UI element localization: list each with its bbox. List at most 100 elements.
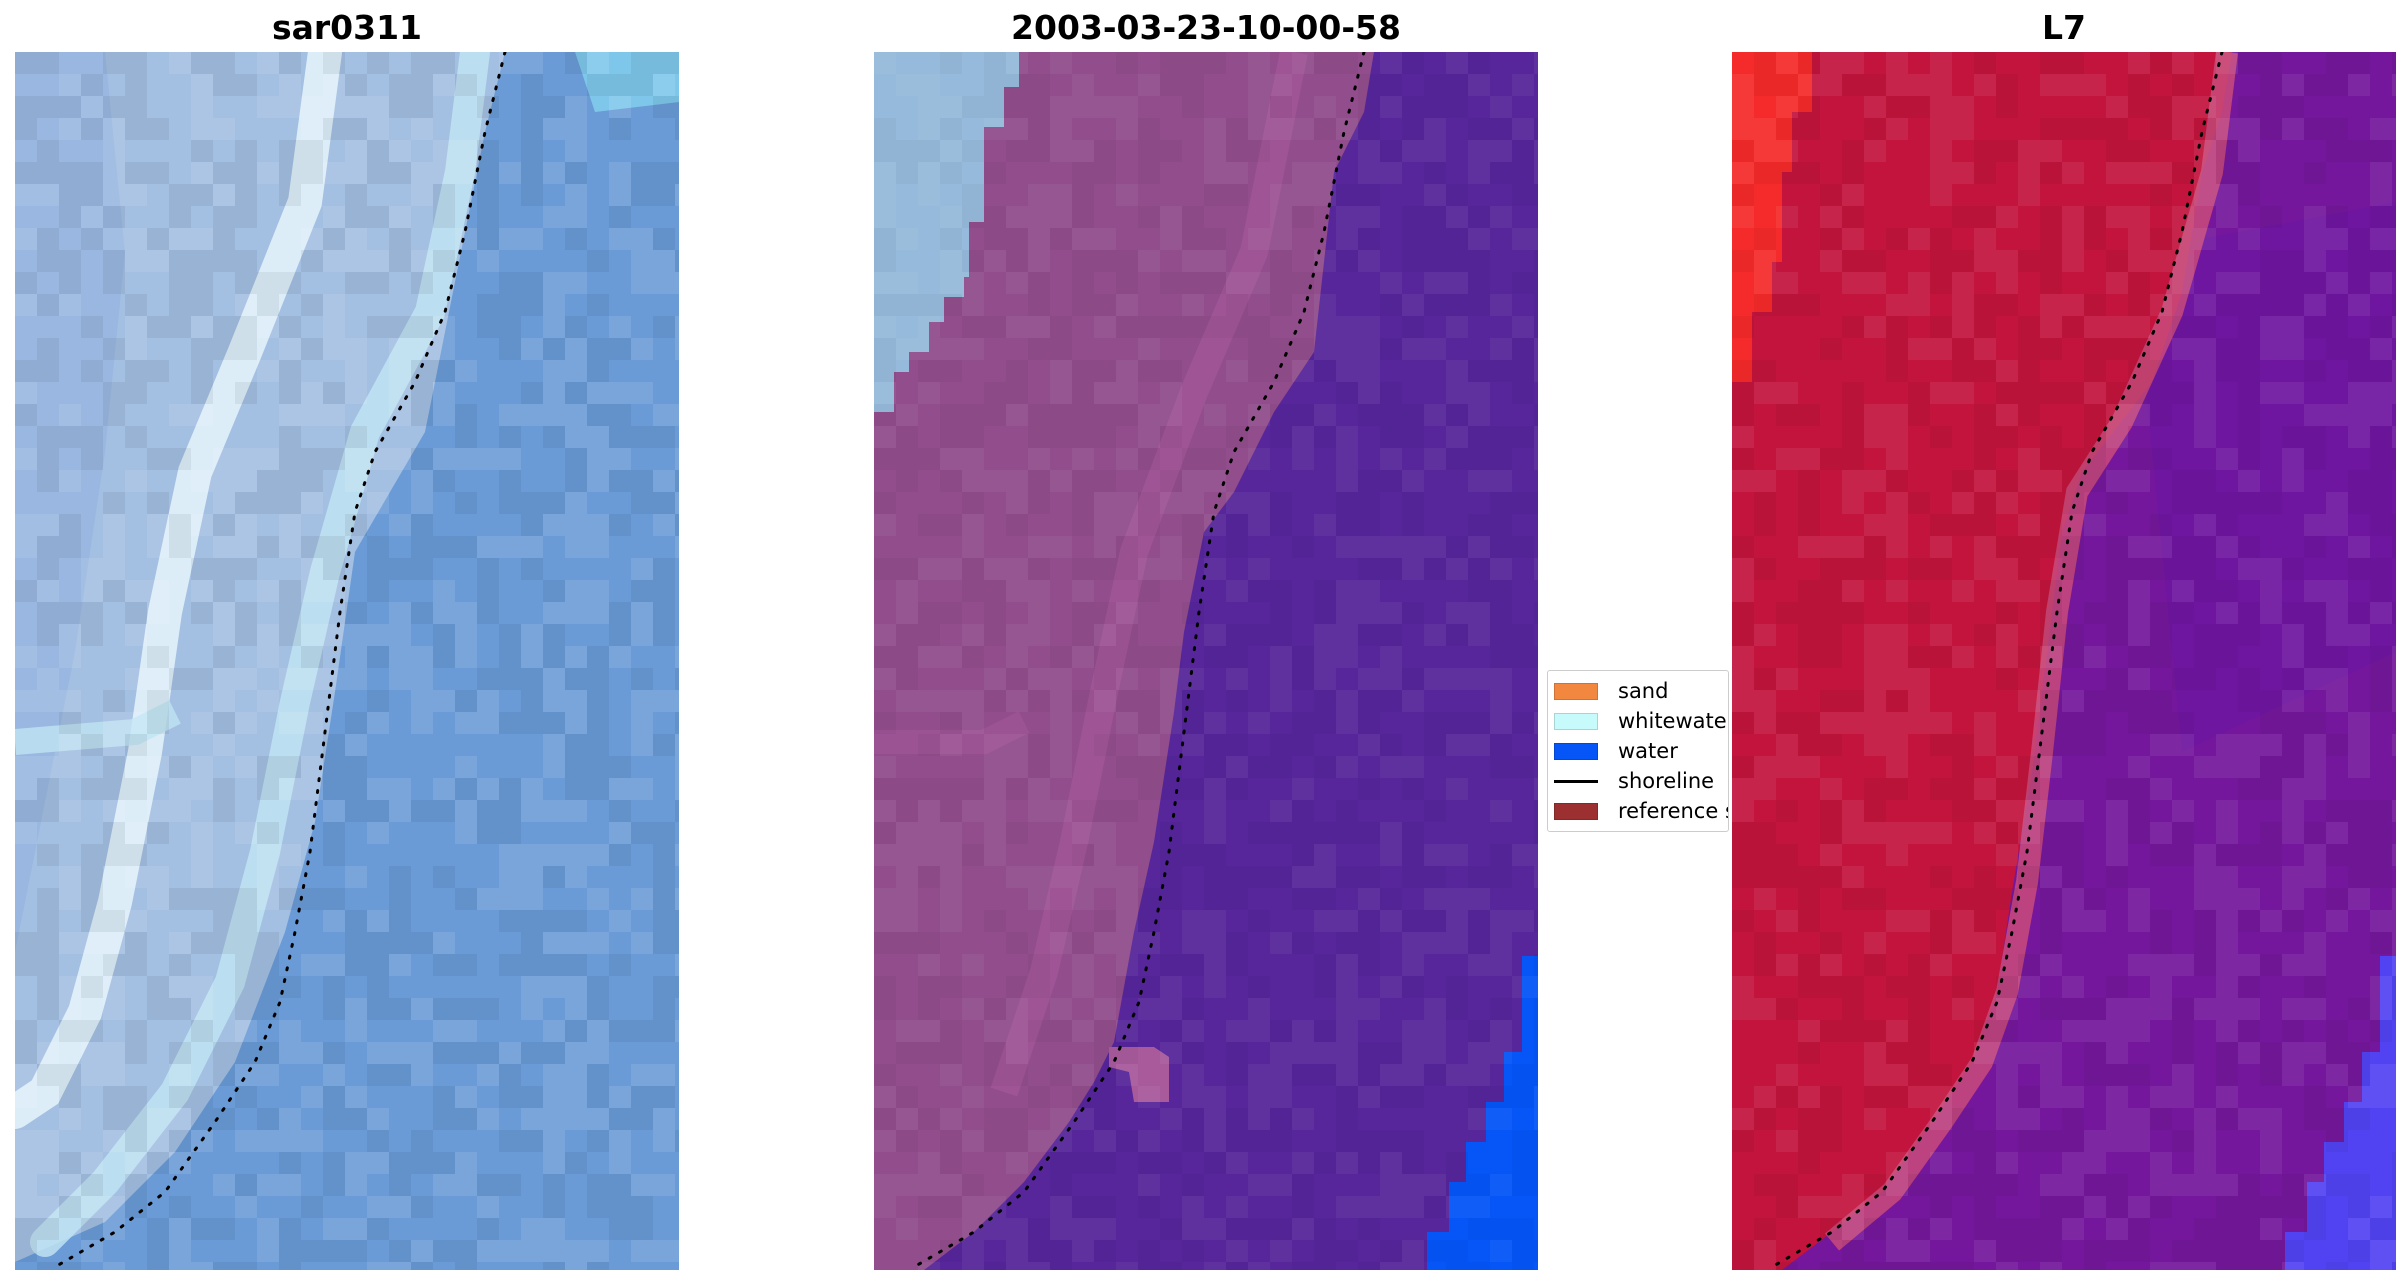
pixel-cell	[15, 800, 37, 822]
pixel-cell	[1864, 1218, 1886, 1240]
pixel-cell	[125, 96, 147, 118]
pixel-cell	[1952, 514, 1974, 536]
pixel-cell	[1138, 1086, 1160, 1108]
pixel-cell	[1952, 492, 1974, 514]
pixel-cell	[59, 536, 81, 558]
pixel-cell	[653, 184, 675, 206]
classification-image	[874, 52, 1538, 1270]
pixel-cell	[1930, 1086, 1952, 1108]
pixel-cell	[1842, 602, 1864, 624]
pixel-cell	[1336, 998, 1358, 1020]
pixel-cell	[565, 1064, 587, 1086]
pixel-cell	[2282, 294, 2304, 316]
pixel-cell	[1512, 1086, 1534, 1108]
pixel-cell	[984, 822, 1006, 844]
pixel-cell	[235, 272, 257, 294]
pixel-cell	[896, 1218, 918, 1240]
pixel-cell	[1138, 690, 1160, 712]
pixel-cell	[2172, 1020, 2194, 1042]
pixel-cell	[984, 602, 1006, 624]
pixel-cell	[59, 1196, 81, 1218]
pixel-cell	[962, 1086, 984, 1108]
pixel-cell	[2062, 844, 2084, 866]
pixel-cell	[1292, 1152, 1314, 1174]
pixel-cell	[235, 294, 257, 316]
pixel-cell	[2304, 954, 2326, 976]
pixel-cell	[1094, 668, 1116, 690]
pixel-cell	[103, 118, 125, 140]
pixel-cell	[2304, 602, 2326, 624]
pixel-cell	[521, 404, 543, 426]
pixel-cell	[587, 52, 609, 74]
pixel-cell	[874, 294, 896, 316]
pixel-cell	[2326, 492, 2348, 514]
pixel-cell	[2304, 118, 2326, 140]
pixel-cell	[940, 250, 962, 272]
pixel-cell	[2106, 118, 2128, 140]
pixel-cell	[962, 338, 984, 360]
pixel-cell	[2348, 492, 2370, 514]
pixel-cell	[411, 800, 433, 822]
pixel-cell	[1358, 316, 1380, 338]
pixel-cell	[1116, 954, 1138, 976]
pixel-cell	[1424, 888, 1446, 910]
pixel-cell	[653, 624, 675, 646]
pixel-cell	[1270, 602, 1292, 624]
pixel-cell	[962, 690, 984, 712]
pixel-cell	[1820, 536, 1842, 558]
pixel-cell	[1050, 1152, 1072, 1174]
pixel-cell	[1468, 668, 1490, 690]
pixel-cell	[631, 1064, 653, 1086]
pixel-cell	[411, 1130, 433, 1152]
pixel-cell	[2106, 250, 2128, 272]
pixel-cell	[1402, 426, 1424, 448]
pixel-cell	[1842, 492, 1864, 514]
pixel-cell	[257, 1218, 279, 1240]
pixel-cell	[2392, 734, 2396, 756]
pixel-cell	[1226, 1064, 1248, 1086]
pixel-cell	[1402, 910, 1424, 932]
pixel-cell	[984, 734, 1006, 756]
pixel-cell	[2040, 448, 2062, 470]
pixel-cell	[2238, 558, 2260, 580]
pixel-cell	[543, 294, 565, 316]
pixel-cell	[1094, 1218, 1116, 1240]
pixel-cell	[455, 360, 477, 382]
pixel-cell	[1050, 426, 1072, 448]
pixel-cell	[1754, 778, 1776, 800]
pixel-cell	[1512, 426, 1534, 448]
sar-whitewater-band-outer	[30, 52, 490, 1257]
pixel-cell	[1248, 74, 1270, 96]
pixel-cell	[2128, 250, 2150, 272]
pixel-cell	[345, 1152, 367, 1174]
pixel-cell	[323, 404, 345, 426]
pixel-cell	[345, 96, 367, 118]
pixel-cell	[59, 96, 81, 118]
pixel-cell	[1930, 558, 1952, 580]
pixel-cell	[2216, 932, 2238, 954]
pixel-cell	[521, 1086, 543, 1108]
pixel-cell	[984, 162, 1006, 184]
pixel-cell	[896, 910, 918, 932]
pixel-cell	[59, 1086, 81, 1108]
pixel-cell	[1072, 96, 1094, 118]
pixel-cell	[2216, 1042, 2238, 1064]
pixel-cell	[1776, 954, 1798, 976]
pixel-cell	[1776, 1196, 1798, 1218]
pixel-cell	[345, 866, 367, 888]
pixel-cell	[279, 426, 301, 448]
pixel-cell	[1270, 74, 1292, 96]
pixel-cell	[1534, 52, 1538, 74]
pixel-cell	[301, 778, 323, 800]
pixel-cell	[653, 866, 675, 888]
pixel-cell	[1842, 426, 1864, 448]
pixel-cell	[1226, 1020, 1248, 1042]
pixel-cell	[2304, 360, 2326, 382]
pixel-cell	[103, 184, 125, 206]
pixel-cell	[389, 1064, 411, 1086]
pixel-cell	[2040, 1240, 2062, 1262]
pixel-cell	[940, 602, 962, 624]
pixel-cell	[1138, 558, 1160, 580]
pixel-cell	[59, 294, 81, 316]
pixel-cell	[37, 668, 59, 690]
